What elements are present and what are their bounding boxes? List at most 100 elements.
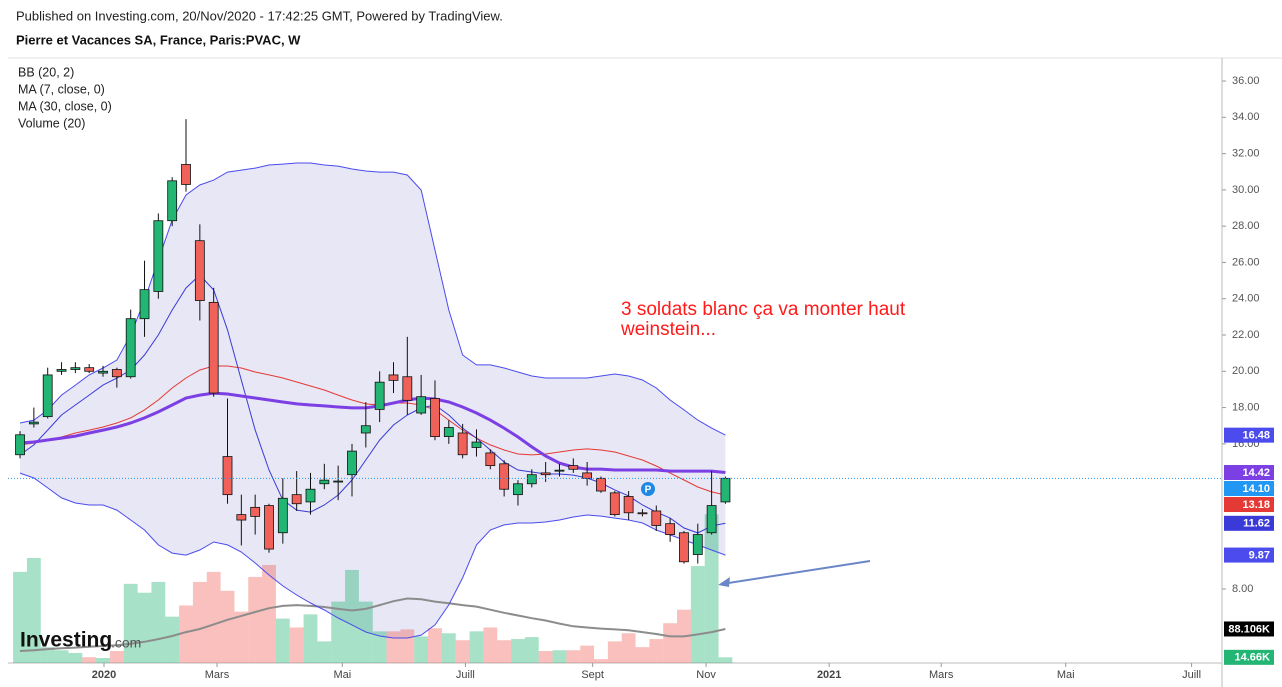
price-tag-label: 9.87	[1249, 549, 1270, 561]
price-tag	[1224, 497, 1274, 513]
volume-bar	[414, 636, 429, 663]
candle-body	[360, 425, 371, 434]
ma-line	[19, 274, 726, 534]
volume-bar	[68, 652, 83, 663]
candle-body	[526, 474, 537, 485]
price-tag	[1224, 649, 1274, 665]
candle-body	[98, 370, 108, 374]
candle-body	[596, 477, 606, 492]
volume-bar	[331, 601, 346, 663]
candle-body	[347, 450, 357, 476]
price-tag-label: 16.48	[1242, 430, 1270, 442]
y-tick-label: 20.00	[1232, 365, 1260, 377]
event-marker	[641, 482, 655, 496]
indicator: BB (20, 2)	[18, 65, 74, 79]
y-tick-label: 26.00	[1232, 256, 1260, 268]
y-tick-label: 36.00	[1232, 75, 1260, 87]
candle-body	[181, 164, 191, 185]
volume-ma-line	[19, 597, 726, 652]
candle-body	[692, 534, 703, 555]
volume-bar	[497, 640, 512, 663]
volume-bar	[289, 627, 304, 663]
candle-body	[540, 472, 551, 476]
y-tick-label: 34.00	[1232, 111, 1260, 123]
volume-bar	[704, 514, 719, 663]
x-tick-label: Mai	[1057, 669, 1075, 681]
volume-bar	[690, 566, 705, 663]
x-tick-label: Mars	[929, 669, 954, 681]
price-tag-label: 88.106K	[1228, 623, 1270, 635]
indicator: MA (30, close, 0)	[18, 99, 112, 113]
volume-bar	[428, 628, 442, 663]
candle-body	[111, 369, 122, 378]
candle-body	[222, 456, 233, 496]
volume-bar	[234, 611, 249, 663]
header: Published on Investing.com, 20/Nov/2020 …	[16, 8, 503, 23]
volume-bar	[275, 618, 290, 663]
band-lower	[19, 472, 726, 639]
candle-body	[554, 469, 565, 472]
volume-bar	[96, 657, 110, 663]
price-tag	[1224, 481, 1274, 497]
volume-bar	[54, 650, 69, 663]
indicator: MA (7, close, 0)	[18, 82, 105, 96]
y-tick-label: 30.00	[1232, 184, 1260, 196]
volume-bar	[165, 616, 180, 663]
x-tick-label: 2020	[92, 669, 116, 681]
x-tick-label: Mars	[205, 669, 230, 681]
candle-body	[443, 427, 454, 438]
candle-body	[457, 432, 468, 456]
candle-body	[305, 488, 316, 503]
volume-bar	[109, 651, 124, 663]
volume-bar	[372, 631, 387, 663]
volume-bar	[248, 576, 263, 663]
volume-bar	[192, 581, 207, 663]
candle-body	[706, 505, 717, 534]
price-tag-label: 14.10	[1242, 483, 1270, 495]
y-tick-label: 8.00	[1232, 583, 1253, 595]
candle-body	[623, 496, 634, 514]
volume-bar	[621, 633, 636, 663]
volume-bar	[26, 557, 41, 663]
price-tag	[1224, 465, 1274, 481]
x-tick-label: Juill	[1182, 669, 1201, 681]
candle-body	[194, 240, 205, 301]
price-tag-label: 11.62	[1243, 518, 1270, 530]
candle-body	[56, 369, 67, 372]
candle-body	[153, 220, 164, 292]
volume-bar	[455, 640, 470, 663]
volume-bar	[441, 633, 456, 663]
candle-body	[499, 463, 510, 490]
candle-body	[167, 180, 178, 222]
band-upper	[19, 162, 726, 436]
candle-body	[430, 398, 440, 438]
volume-bar	[607, 641, 622, 663]
volume-bar	[345, 569, 359, 663]
indicator: Volume (20)	[18, 116, 85, 130]
x-tick-label: Mai	[333, 669, 351, 681]
volume-bar	[594, 659, 608, 663]
volume-bar	[469, 631, 484, 663]
chart-title: Pierre et Vacances SA, France, Paris:PVA…	[16, 32, 301, 47]
price-tag-label: 14.66K	[1235, 652, 1271, 664]
price-tag	[1224, 515, 1274, 531]
candle-body	[125, 318, 136, 378]
candle-body	[485, 452, 496, 467]
candle-body	[568, 465, 579, 470]
candle-body	[28, 421, 39, 425]
candle-body	[609, 492, 620, 516]
volume-bar	[663, 623, 678, 663]
price-tag-label: 14.42	[1242, 467, 1270, 479]
volume-bar	[303, 614, 318, 663]
volume-bar	[151, 581, 166, 663]
volume-bar	[82, 657, 97, 663]
volume-bar	[718, 657, 733, 663]
y-tick-label: 18.00	[1232, 401, 1260, 413]
volume-bar	[137, 592, 152, 663]
candle-body	[582, 472, 593, 479]
candle-body	[651, 510, 662, 526]
candle-body	[513, 483, 523, 496]
candle-body	[665, 523, 676, 535]
candle-body	[84, 367, 95, 372]
candle-body	[236, 514, 247, 521]
